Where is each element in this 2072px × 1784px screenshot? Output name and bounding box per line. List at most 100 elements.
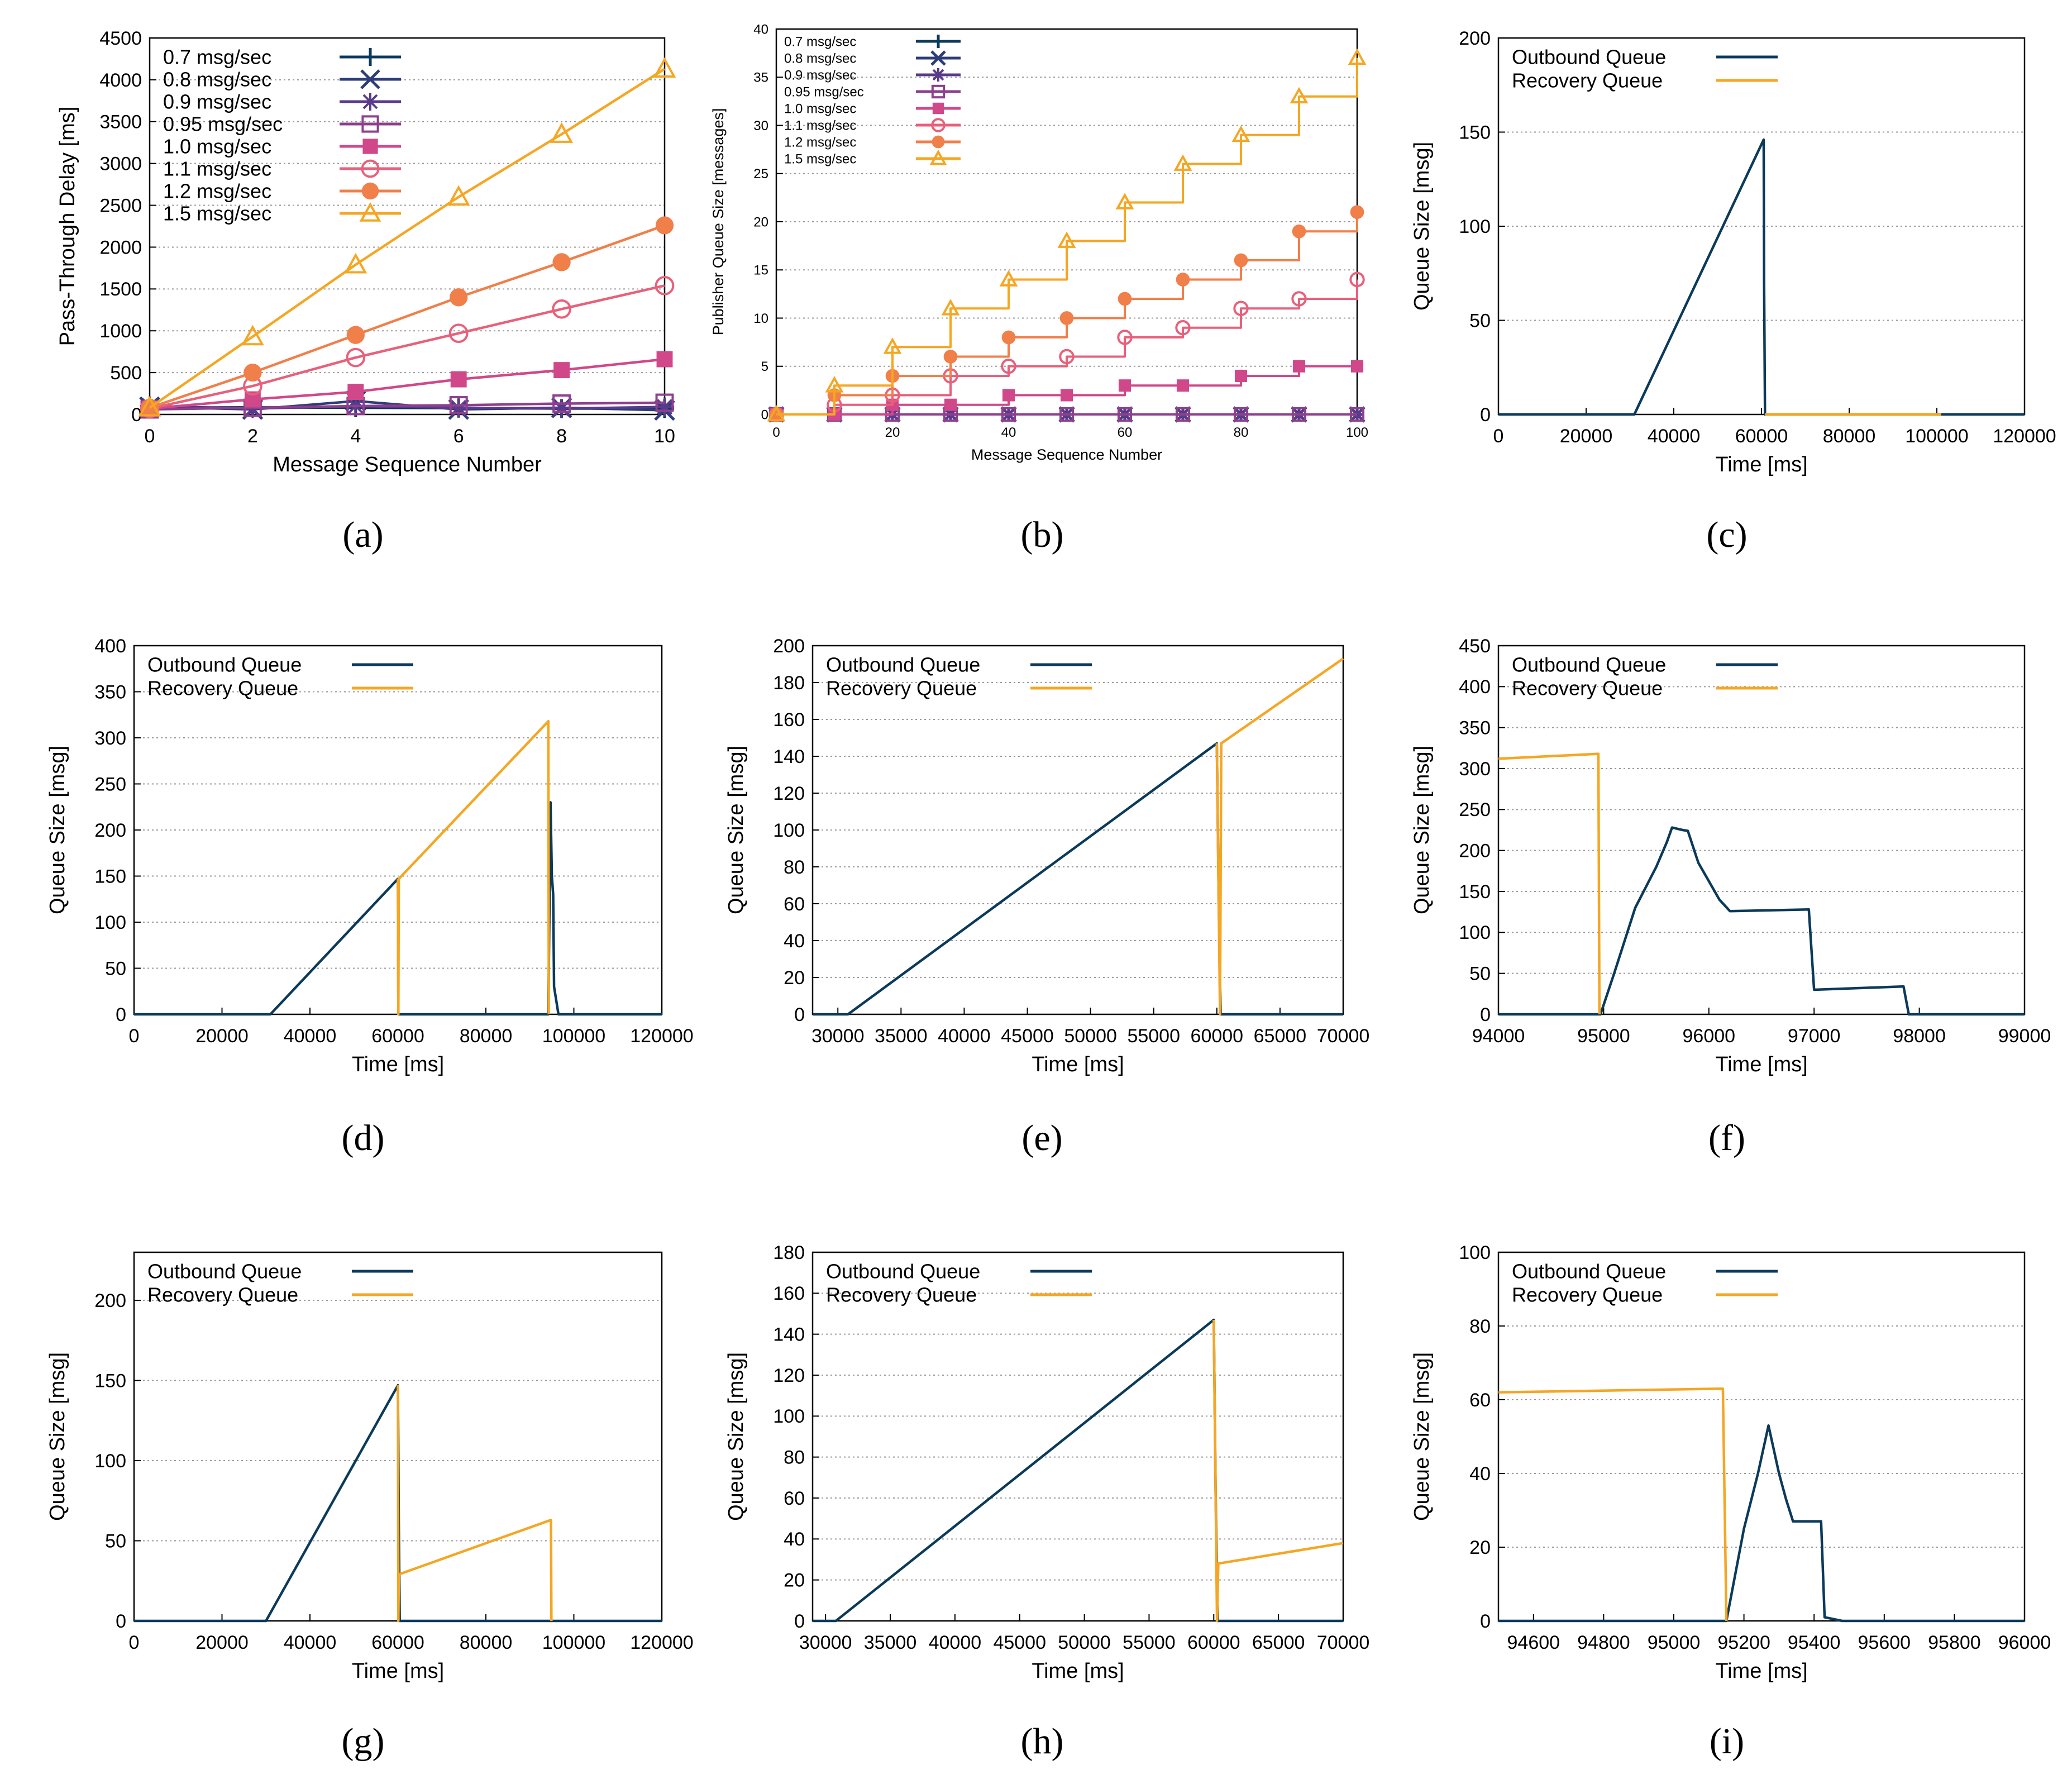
y-tick-label: 140	[773, 746, 805, 767]
y-axis-label: Publisher Queue Size [messages]	[710, 108, 727, 336]
y-tick-label: 10	[753, 311, 768, 326]
legend-label: Outbound Queue	[1512, 46, 1666, 69]
x-tick-label: 0	[129, 1632, 140, 1653]
y-tick-label: 200	[94, 1290, 126, 1311]
y-tick-label: 500	[110, 362, 142, 384]
x-tick-label: 100000	[542, 1632, 605, 1653]
data-point	[767, 404, 786, 422]
legend-marker	[930, 50, 946, 66]
y-axis-label: Queue Size [msg]	[46, 746, 69, 914]
series-line-outbound-queue	[1498, 1424, 2025, 1623]
chart-e: 0 20 40 60 80 100 120 140 160 180 200 30000 35000 400…	[724, 636, 1369, 1076]
x-tick-label: 100	[1346, 425, 1368, 440]
x-tick-label: 96000	[1683, 1025, 1736, 1047]
y-tick-label: 100	[94, 912, 126, 933]
series-line-1-5-msg-sec	[149, 68, 666, 409]
x-tick-label: 40000	[284, 1632, 337, 1653]
x-tick-label: 40000	[929, 1632, 982, 1653]
y-tick-label: 0	[761, 407, 768, 422]
y-tick-label: 450	[1459, 636, 1491, 657]
legend-label: Outbound Queue	[1512, 654, 1666, 676]
x-tick-label: 80	[1234, 425, 1249, 440]
data-point	[1349, 407, 1365, 422]
caption-b: (b)	[1020, 514, 1064, 555]
y-tick-label: 50	[1469, 310, 1491, 331]
data-point	[1292, 224, 1306, 238]
x-tick-label: 45000	[1001, 1025, 1054, 1047]
y-tick-label: 40	[784, 1529, 805, 1550]
data-point	[1231, 125, 1250, 142]
x-axis-label: Message Sequence Number	[273, 453, 542, 476]
y-tick-label: 250	[94, 774, 126, 795]
chart-g: 0 50 100 150 200 0 20000 40000 60000 80000 100000 1…	[46, 1251, 694, 1683]
series-line-1-1-msg-sec	[149, 284, 665, 410]
series-line-recovery-queue	[1498, 1387, 1728, 1621]
legend-label: 1.2 msg/sec	[163, 180, 271, 203]
x-tick-label: 50000	[1064, 1025, 1117, 1047]
y-tick-label: 40	[784, 931, 805, 952]
data-point	[241, 325, 264, 346]
data-point	[244, 363, 262, 382]
y-tick-label: 150	[94, 866, 126, 887]
x-tick-label: 100000	[542, 1025, 605, 1047]
y-tick-label: 0	[1480, 1611, 1491, 1632]
x-tick-label: 95600	[1858, 1632, 1911, 1653]
data-point	[449, 398, 469, 418]
y-tick-label: 1000	[99, 321, 142, 342]
y-tick-label: 180	[773, 1242, 805, 1263]
x-tick-label: 80000	[1823, 426, 1876, 447]
series-line-outbound-queue	[813, 742, 1343, 1016]
y-axis-label: Queue Size [msg]	[1410, 746, 1434, 914]
x-tick-label: 60	[1118, 425, 1133, 440]
legend-label: Outbound Queue	[826, 1260, 980, 1283]
data-point	[999, 270, 1018, 287]
y-tick-label: 120	[773, 783, 805, 804]
x-axis-label: Time [ms]	[1715, 1659, 1807, 1683]
data-point	[1059, 349, 1075, 365]
y-tick-label: 200	[94, 820, 126, 841]
y-tick-label: 60	[784, 1488, 805, 1509]
data-point	[449, 396, 468, 414]
x-tick-label: 96000	[1998, 1632, 2051, 1653]
data-point	[1290, 87, 1309, 104]
x-tick-label: 0	[129, 1025, 140, 1047]
y-tick-label: 150	[94, 1370, 126, 1391]
caption-c: (c)	[1706, 514, 1748, 555]
y-tick-label: 2500	[99, 195, 142, 216]
x-tick-label: 40000	[1648, 426, 1701, 447]
y-tick-label: 5	[761, 359, 768, 374]
plot-frame	[1497, 1251, 2026, 1622]
data-point	[1060, 389, 1073, 402]
data-point	[447, 185, 470, 206]
data-point	[825, 376, 844, 393]
y-tick-label: 400	[94, 636, 126, 657]
x-tick-label: 94800	[1577, 1632, 1630, 1653]
data-point	[1057, 231, 1076, 248]
x-tick-label: 0	[1493, 426, 1504, 447]
data-point	[656, 351, 673, 368]
legend-marker	[932, 68, 945, 82]
x-tick-label: 80000	[460, 1025, 513, 1047]
y-tick-label: 60	[784, 894, 805, 915]
legend-marker	[931, 84, 946, 99]
data-point	[138, 395, 161, 417]
data-point	[448, 323, 469, 344]
data-point	[1234, 253, 1248, 268]
y-tick-label: 300	[94, 728, 126, 749]
data-point	[1348, 48, 1367, 65]
y-tick-label: 50	[105, 1530, 126, 1552]
y-tick-label: 30	[753, 118, 768, 133]
data-point	[553, 362, 570, 379]
y-tick-label: 200	[773, 636, 805, 657]
data-point	[344, 252, 367, 274]
x-tick-label: 35000	[875, 1025, 928, 1047]
data-point	[655, 397, 674, 417]
data-point	[1001, 407, 1016, 422]
y-tick-label: 160	[773, 709, 805, 731]
y-tick-label: 80	[784, 1447, 805, 1468]
x-axis-label: Time [ms]	[1032, 1053, 1124, 1076]
legend-label: Outbound Queue	[826, 654, 980, 676]
data-point	[1350, 360, 1364, 373]
legend-label: 1.2 msg/sec	[784, 135, 856, 150]
x-tick-label: 20	[885, 425, 900, 440]
